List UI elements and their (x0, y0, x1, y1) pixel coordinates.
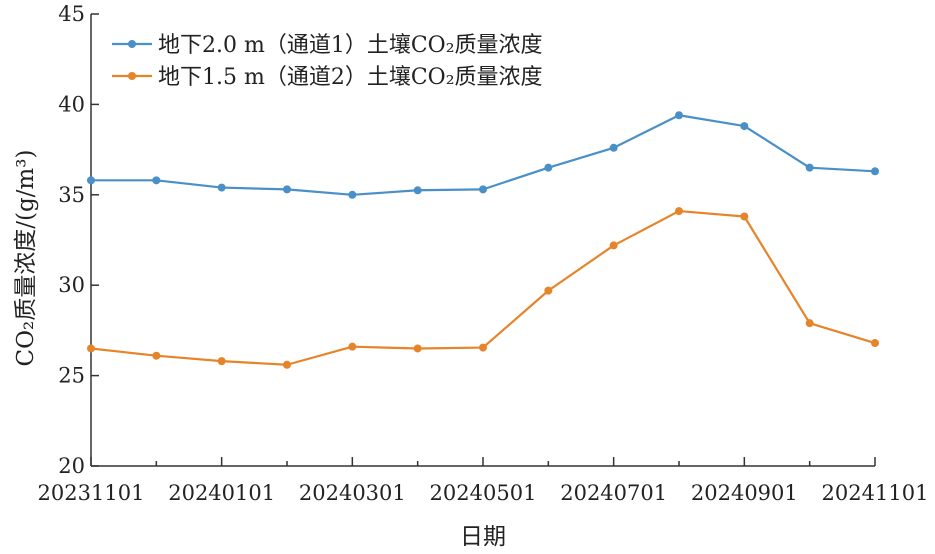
legend-swatch-marker (128, 72, 136, 80)
y-tick-label: 45 (58, 2, 85, 26)
x-axis-title: 日期 (460, 524, 506, 550)
series-2-point (413, 344, 422, 353)
x-tick-label: 20241101 (822, 481, 929, 505)
series-2-point (217, 357, 226, 366)
series-1-point (348, 190, 357, 199)
series-2-point (348, 342, 357, 351)
y-tick-label: 40 (58, 92, 85, 116)
series-2-point (740, 212, 749, 221)
series-1-point (609, 143, 618, 152)
series-1-line (91, 114, 876, 196)
y-ticks: 20 25 30 35 40 45 (58, 2, 99, 478)
x-tick-label: 20240901 (691, 481, 798, 505)
series-1-point (152, 176, 161, 185)
series-1-point (87, 176, 95, 185)
series-1-point (217, 183, 226, 192)
y-tick-label: 20 (58, 454, 85, 478)
x-tick-label: 20240301 (299, 481, 406, 505)
series-1-point (479, 185, 487, 194)
y-axis-title: CO₂质量浓度/(g/m³) (13, 150, 39, 367)
series-2-point (675, 207, 683, 216)
y-tick-label: 35 (58, 183, 85, 207)
series-2-point (283, 360, 291, 369)
y-tick-label: 30 (58, 273, 85, 297)
x-tick-label: 20240101 (168, 481, 275, 505)
x-tick-label: 20240701 (560, 481, 667, 505)
series-2-point (544, 286, 553, 295)
series-2-line (90, 209, 876, 366)
series-1-point (871, 167, 879, 176)
series-2-point (152, 351, 161, 360)
series-2-point (479, 343, 487, 352)
legend-label: 地下2.0 m（通道1）土壤CO₂质量浓度 (158, 33, 543, 58)
series-2-point (87, 344, 95, 353)
series-1-point (805, 163, 814, 172)
x-tick-label: 20231101 (38, 481, 145, 505)
series-2-point (609, 241, 618, 250)
x-tick-label: 20240501 (430, 481, 537, 505)
legend-label: 地下1.5 m（通道2）土壤CO₂质量浓度 (158, 65, 543, 90)
series-2-point (805, 319, 814, 328)
series-2 (87, 207, 879, 369)
series-layer (87, 111, 879, 369)
series-1 (87, 111, 879, 199)
series-1-point (283, 185, 291, 194)
series-1-point (675, 111, 683, 120)
series-1-point (413, 186, 422, 195)
x-ticks: 20231101 20240101 20240301 20240501 20240701… (38, 457, 929, 505)
y-tick-label: 25 (58, 364, 85, 388)
series-2-point (871, 339, 879, 348)
legend-swatch-marker (128, 40, 136, 48)
series-1-point (740, 122, 749, 131)
series-1-point (544, 163, 553, 172)
